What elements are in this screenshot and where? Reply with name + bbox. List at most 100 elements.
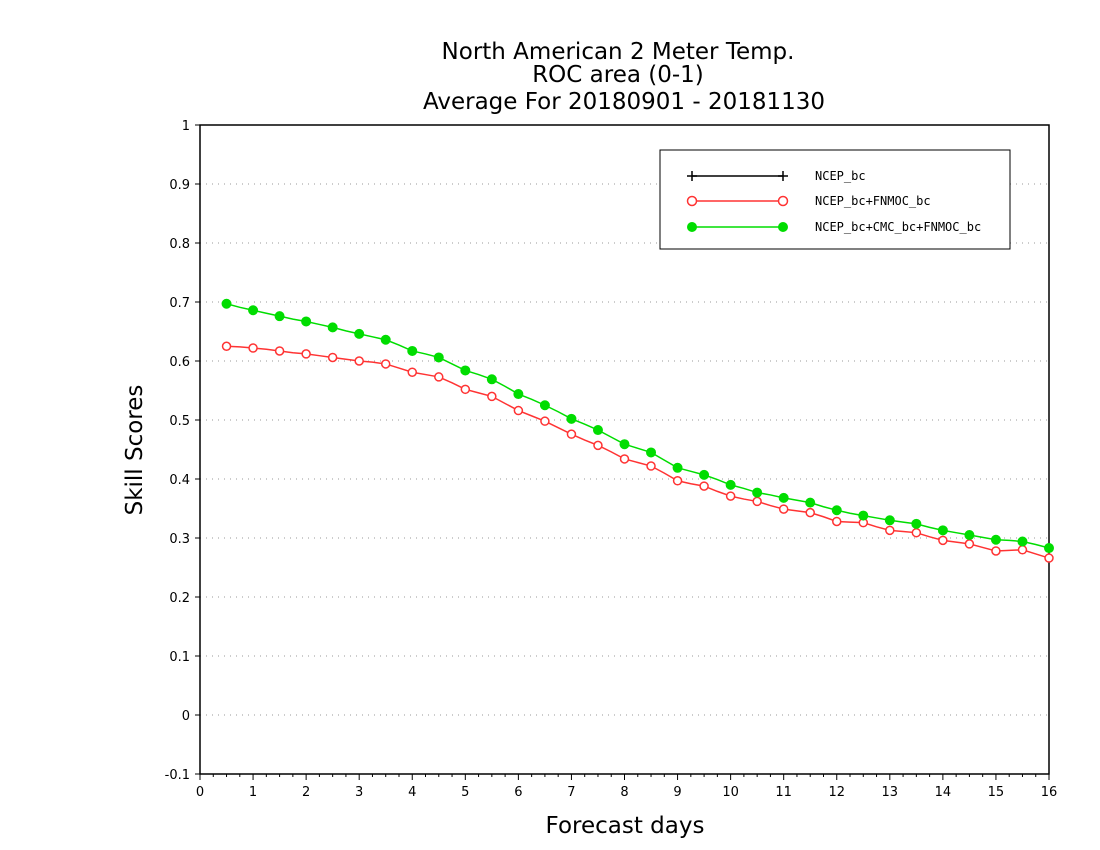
series-1-point xyxy=(274,346,285,356)
series-1-point xyxy=(487,391,497,402)
series-1-point xyxy=(938,535,948,546)
series-1-point xyxy=(354,356,364,366)
x-tick-label: 8 xyxy=(620,785,628,800)
x-tick-label: 11 xyxy=(775,785,792,800)
series-2-point xyxy=(672,462,683,473)
legend-marker-2 xyxy=(778,222,788,232)
x-tick-label: 13 xyxy=(882,785,899,800)
y-axis-label: Skill Scores xyxy=(122,385,148,516)
series-1-point xyxy=(725,491,736,501)
series-2-point xyxy=(884,515,895,526)
x-tick-labels: 0 1 2 3 4 5 6 7 8 9 10 11 12 13 14 15 16 xyxy=(196,785,1057,800)
series-2-point xyxy=(513,389,524,400)
series-2-point xyxy=(486,374,497,385)
x-tick-label: 16 xyxy=(1041,785,1058,800)
x-tick-label: 15 xyxy=(988,785,1005,800)
series-1-point xyxy=(964,539,975,549)
y-tick-label: 0.2 xyxy=(169,591,190,606)
chart-title-line-3: Average For 20180901 - 20181130 xyxy=(423,89,825,115)
series-2-point xyxy=(964,530,975,541)
x-tick-label: 3 xyxy=(355,785,363,800)
series-2-point xyxy=(327,322,338,333)
series-1-point xyxy=(380,359,391,369)
x-tick-label: 1 xyxy=(249,785,257,800)
x-tick-label: 2 xyxy=(302,785,310,800)
y-tick-labels: -0.1 0 0.1 0.2 0.3 0.4 0.5 0.6 0.7 0.8 0.9 1 xyxy=(165,119,190,783)
series-1-point xyxy=(646,461,656,471)
series-2-point xyxy=(937,525,948,536)
y-tick-label: 0.1 xyxy=(169,650,190,665)
x-tick-label: 9 xyxy=(673,785,681,800)
series-1-point xyxy=(619,454,630,464)
legend-marker-2 xyxy=(687,222,697,232)
y-tick-label: 0.9 xyxy=(169,178,190,193)
series-2-point xyxy=(301,316,312,327)
series-1-point xyxy=(407,367,417,377)
series-2-point xyxy=(911,518,922,529)
legend-entries: NCEP_bc NCEP_bc+FNMOC_bc NCEP_bc+CMC_bc+FN… xyxy=(686,169,981,234)
series-2-point xyxy=(699,469,710,480)
x-tick-label: 5 xyxy=(461,785,469,800)
axis-ticks xyxy=(195,124,1050,780)
series-1-point xyxy=(248,343,258,353)
series-1-point xyxy=(752,496,762,507)
legend: NCEP_bc NCEP_bc+FNMOC_bc NCEP_bc+CMC_bc+FN… xyxy=(659,149,1011,250)
x-axis-label: Forecast days xyxy=(546,813,705,839)
series-2-point xyxy=(407,345,418,356)
series-2-point xyxy=(539,400,550,411)
series-1-point xyxy=(540,416,550,426)
series-1-point xyxy=(566,429,577,439)
data-series xyxy=(221,298,1054,563)
series-2-point xyxy=(805,497,816,508)
series-1-point xyxy=(593,440,603,451)
y-tick-label: 0.3 xyxy=(169,532,190,547)
series-2-point xyxy=(221,298,232,309)
series-2-point xyxy=(990,534,1001,545)
series-1-point xyxy=(1044,553,1054,563)
x-tick-label: 14 xyxy=(935,785,952,800)
series-1-point xyxy=(434,372,444,382)
series-1-point xyxy=(672,476,683,486)
series-2-point xyxy=(592,425,603,436)
legend-box xyxy=(659,149,1011,250)
y-tick-label: -0.1 xyxy=(165,768,190,783)
chart-title-line-1: North American 2 Meter Temp. xyxy=(442,39,795,65)
legend-label-0: NCEP_bc xyxy=(815,169,866,183)
series-1-point xyxy=(513,405,524,416)
y-tick-label: 0.5 xyxy=(169,414,190,429)
series-1-point xyxy=(885,525,895,536)
y-tick-label: 1 xyxy=(182,119,190,134)
series-2-point xyxy=(831,505,842,516)
series-2-point xyxy=(752,487,763,498)
series-2-point xyxy=(1044,543,1054,554)
series-2-point xyxy=(858,510,869,521)
series-1-point xyxy=(991,546,1001,556)
series-2-point xyxy=(646,447,657,458)
series-2-point xyxy=(725,479,736,490)
legend-label-2: NCEP_bc+CMC_bc+FNMOC_bc xyxy=(815,220,981,234)
x-tick-label: 6 xyxy=(514,785,522,800)
series-2-point xyxy=(433,352,444,363)
series-2-point xyxy=(274,311,285,322)
y-tick-label: 0.6 xyxy=(169,355,190,370)
x-tick-label: 4 xyxy=(408,785,416,800)
series-1-point xyxy=(699,481,709,491)
legend-label-1: NCEP_bc+FNMOC_bc xyxy=(815,194,931,208)
series-2-point xyxy=(460,365,471,376)
x-tick-label: 7 xyxy=(567,785,575,800)
series-2-point xyxy=(380,334,391,345)
x-tick-label: 10 xyxy=(722,785,739,800)
series-2-point xyxy=(619,439,630,450)
series-2-point xyxy=(354,328,365,339)
series-2-point xyxy=(248,305,259,316)
y-tick-label: 0.8 xyxy=(169,237,190,252)
chart-title-line-2: ROC area (0-1) xyxy=(532,62,704,88)
series-1-point xyxy=(460,384,471,395)
series-1-point xyxy=(911,527,922,538)
legend-marker-1 xyxy=(777,195,789,207)
y-tick-label: 0 xyxy=(182,709,190,724)
y-tick-label: 0.7 xyxy=(169,296,190,311)
legend-marker-1 xyxy=(686,195,698,207)
